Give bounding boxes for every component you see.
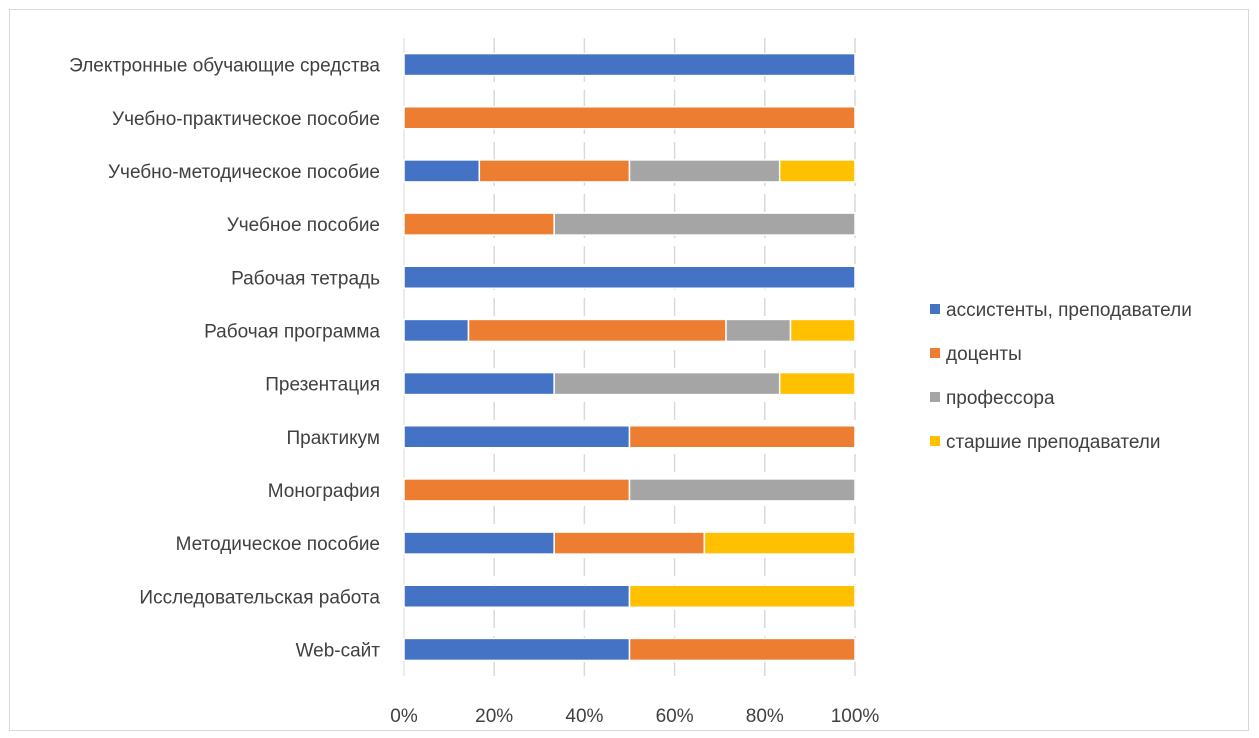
legend: ассистенты, преподаватели доценты профессо… bbox=[930, 300, 1192, 453]
legend-label: профессора bbox=[946, 388, 1055, 409]
bar-segment bbox=[403, 106, 856, 130]
bar-segment bbox=[403, 478, 631, 502]
category-label: Web-сайт bbox=[296, 640, 381, 661]
bar-segment bbox=[628, 478, 856, 502]
bar-segment bbox=[553, 371, 781, 396]
bar-segment bbox=[778, 159, 856, 183]
category-label: Учебно-практическое пособие bbox=[112, 109, 380, 130]
x-tick-label: 20% bbox=[475, 706, 513, 727]
bar-segment bbox=[467, 318, 727, 343]
legend-label: старшие преподаватели bbox=[946, 432, 1161, 453]
legend-swatch bbox=[930, 348, 940, 358]
bars bbox=[403, 52, 856, 662]
bar-segment bbox=[553, 531, 706, 555]
category-label: Методическое пособие bbox=[176, 534, 380, 555]
category-label: Монография bbox=[268, 481, 380, 502]
bar-segment bbox=[403, 637, 631, 662]
category-label: Практикум bbox=[286, 428, 380, 449]
bar-segment bbox=[403, 584, 631, 608]
bar-segment bbox=[628, 637, 856, 662]
bar-segment bbox=[778, 371, 856, 396]
x-tick-labels: 0% 20% 40% 60% 80% 100% bbox=[390, 706, 879, 727]
legend-swatch bbox=[930, 436, 940, 446]
bar-segment bbox=[403, 318, 470, 343]
x-tick-label: 80% bbox=[746, 706, 784, 727]
category-label: Электронные обучающие средства bbox=[69, 56, 380, 77]
category-label: Рабочая программа bbox=[204, 321, 380, 342]
bar-segment bbox=[478, 159, 631, 183]
bar-segment bbox=[628, 425, 856, 449]
bar-segment bbox=[703, 531, 856, 555]
category-label: Учебно-методическое пособие bbox=[108, 162, 380, 183]
bar-segment bbox=[403, 425, 631, 449]
bar-segment bbox=[628, 159, 781, 183]
gridlines bbox=[403, 38, 856, 676]
bar-segment bbox=[725, 318, 792, 343]
bar-segment bbox=[403, 265, 856, 289]
bar-segment bbox=[403, 52, 856, 77]
bar-segment bbox=[789, 318, 856, 343]
bar-segment bbox=[403, 212, 555, 236]
bar-segment bbox=[403, 371, 555, 396]
legend-swatch bbox=[930, 392, 940, 402]
bar-segment bbox=[403, 531, 555, 555]
category-labels: Электронные обучающие средства Учебно-пра… bbox=[69, 56, 380, 662]
bar-segment bbox=[403, 159, 481, 183]
legend-label: доценты bbox=[946, 344, 1022, 365]
category-label: Рабочая тетрадь bbox=[231, 268, 380, 289]
x-tick-label: 60% bbox=[656, 706, 694, 727]
legend-swatch bbox=[930, 304, 940, 314]
x-tick-label: 100% bbox=[831, 706, 880, 727]
x-tick-label: 0% bbox=[390, 706, 418, 727]
legend-label: ассистенты, преподаватели bbox=[946, 300, 1192, 321]
x-tick-label: 40% bbox=[565, 706, 603, 727]
category-label: Учебное пособие bbox=[227, 215, 380, 236]
category-label: Презентация bbox=[265, 375, 380, 396]
bar-segment bbox=[628, 584, 856, 608]
bar-segment bbox=[553, 212, 856, 236]
category-label: Исследовательская работа bbox=[139, 587, 380, 608]
